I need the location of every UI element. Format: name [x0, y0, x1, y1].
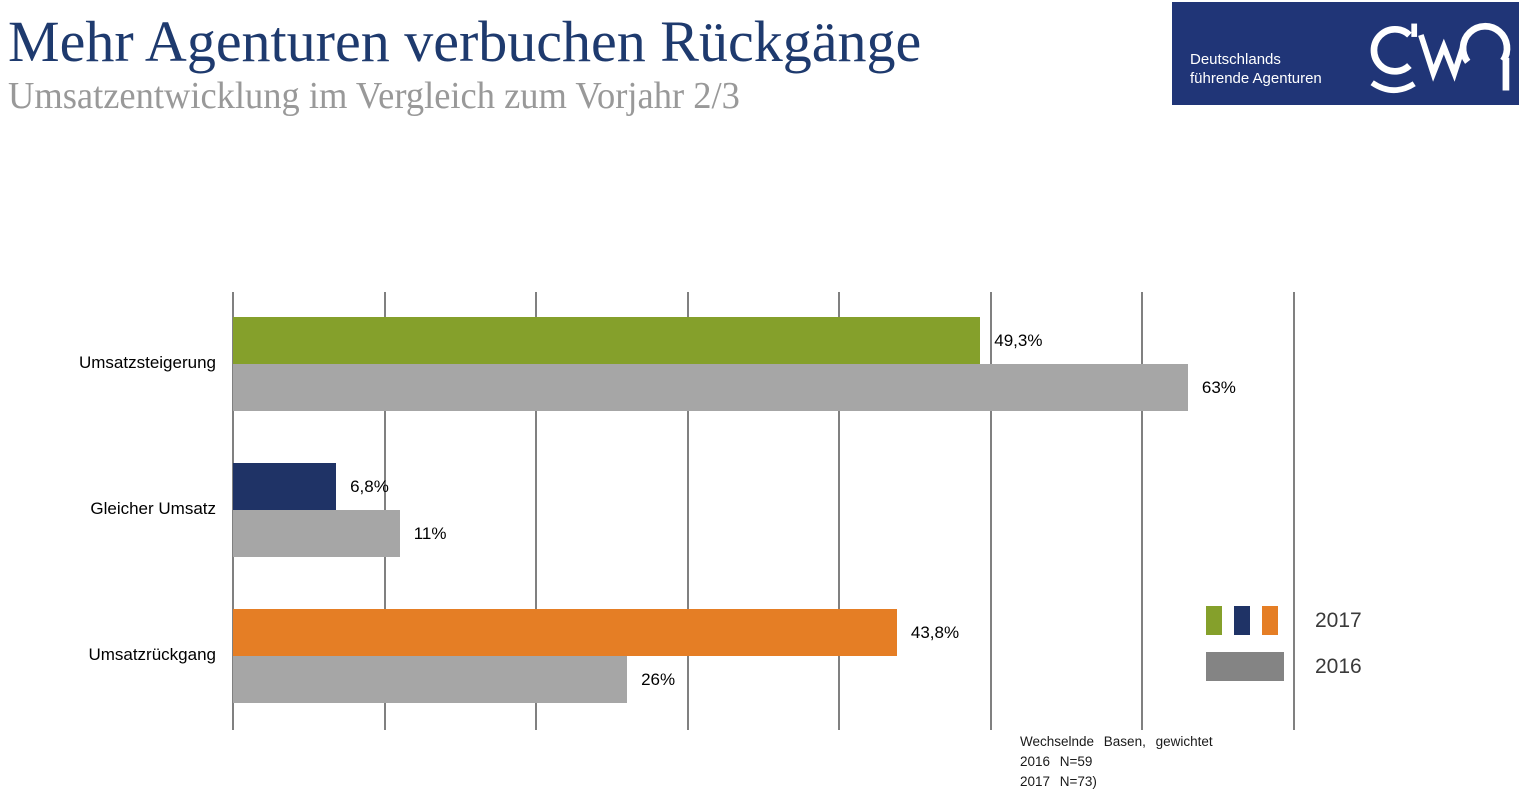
value-label: 6,8% — [350, 476, 389, 496]
bar-2016 — [233, 364, 1188, 411]
bar-2017 — [233, 609, 897, 656]
gridline — [535, 292, 538, 730]
page-subtitle: Umsatzentwicklung im Vergleich zum Vorja… — [8, 75, 740, 117]
bar-row: 26% — [233, 656, 1294, 703]
value-label: 43,8% — [910, 622, 960, 642]
bar-2017 — [233, 463, 337, 510]
gwa-logo: Deutschlands führende Agenturen — [1172, 2, 1519, 105]
bar-2016 — [233, 510, 400, 557]
footnote-line2: 2016 N=59 — [1020, 754, 1093, 769]
legend-swatch — [1234, 606, 1250, 635]
bar-row: 6,8% — [233, 463, 1294, 510]
gridline — [1293, 292, 1295, 730]
bar-group-2: Gleicher Umsatz 6,8% 11% — [90, 438, 1294, 584]
legend-swatch — [1206, 652, 1284, 681]
value-label: 11% — [413, 523, 447, 543]
bar-row: 43,8% — [233, 609, 1294, 656]
legend-swatch — [1262, 606, 1278, 635]
legend-swatch — [1206, 606, 1222, 635]
bar-group-1: Umsatzsteigerung 49,3% 63% — [79, 292, 1294, 438]
bar-row: 11% — [233, 510, 1294, 557]
footnote: Wechselnde Basen, gewichtet 2016 N=59 20… — [1020, 732, 1213, 792]
gridline — [686, 292, 689, 730]
gwa-logo-tagline: Deutschlands führende Agenturen — [1190, 50, 1322, 88]
category-label: Gleicher Umsatz — [90, 499, 216, 518]
gwa-logo-tagline-line2: führende Agenturen — [1190, 70, 1322, 87]
legend-row: 2017 — [1206, 606, 1426, 635]
gwa-logo-mark — [1370, 22, 1511, 94]
legend-swatches — [1206, 652, 1426, 681]
value-label: 26% — [641, 669, 676, 689]
bar-group-3: Umsatzrückgang 43,8% 26% — [88, 584, 1294, 730]
footnote-line3: 2017 N=73) — [1020, 774, 1097, 789]
bar-row: 63% — [233, 364, 1294, 411]
bar-2017 — [233, 317, 981, 364]
footnote-line1: Wechselnde Basen, gewichtet — [1020, 734, 1213, 749]
gridline — [838, 292, 841, 730]
gridline — [989, 292, 992, 730]
gwa-logo-tagline-line1: Deutschlands — [1190, 51, 1281, 68]
legend-label: 2017 — [1315, 609, 1362, 632]
legend-label: 2016 — [1315, 655, 1362, 678]
value-label: 63% — [1201, 377, 1236, 397]
plot-area: Umsatzsteigerung 49,3% 63% Gleicher Umsatz 6… — [79, 292, 1295, 730]
gridline — [1141, 292, 1144, 730]
category-label: Umsatzrückgang — [88, 645, 216, 664]
bar-row: 49,3% — [233, 317, 1294, 364]
value-label: 49,3% — [994, 330, 1043, 350]
category-label: Umsatzsteigerung — [78, 353, 216, 372]
legend-row: 2016 — [1206, 652, 1426, 681]
legend: 2017 2016 — [1206, 606, 1426, 698]
legend-swatches — [1206, 606, 1426, 635]
page-title: Mehr Agenturen verbuchen Rückgänge — [8, 9, 922, 74]
bar-2016 — [233, 656, 628, 703]
